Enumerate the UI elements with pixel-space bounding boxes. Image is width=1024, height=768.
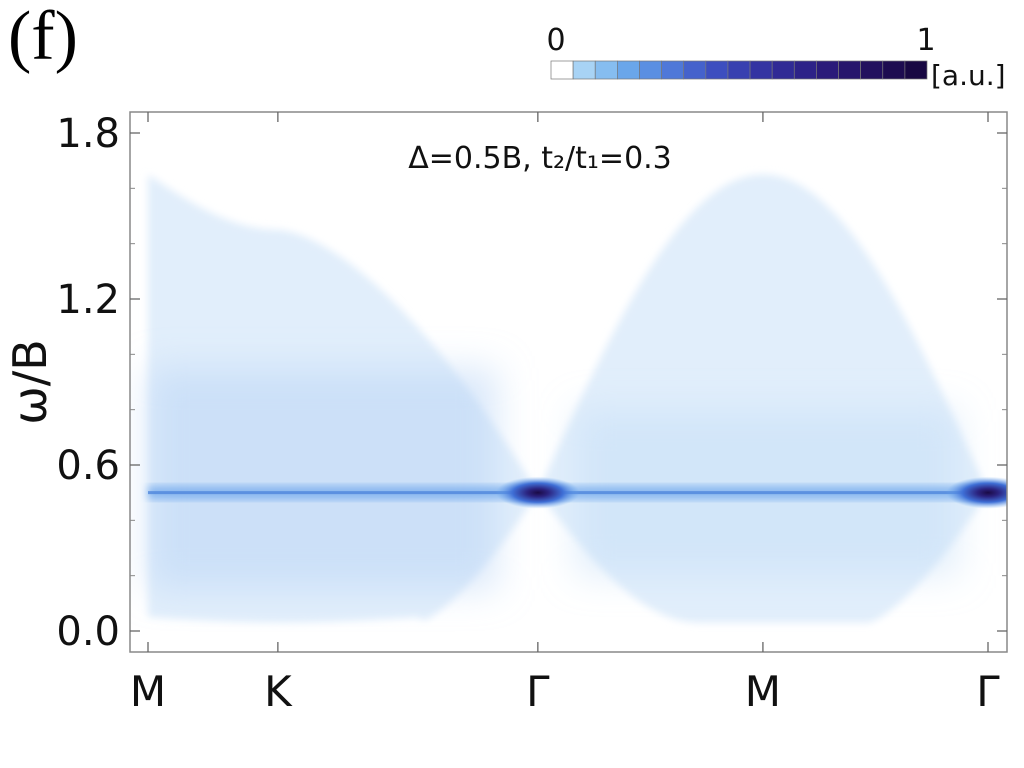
- x-tick-label: Γ: [526, 667, 550, 716]
- intensity-peak: [946, 476, 1007, 509]
- y-axis: 0.0 0.6 1.2 1.8: [56, 111, 1007, 655]
- y-tick-label: 0.6: [56, 443, 120, 489]
- plot-frame: [129, 111, 1008, 653]
- colorbar-swatch: [594, 60, 618, 80]
- intensity-map: [148, 174, 1007, 623]
- colorbar-swatch: [860, 60, 884, 80]
- x-tick-label: Γ: [976, 667, 1000, 716]
- colorbar-swatch: [771, 60, 795, 80]
- colorbar-swatch: [683, 60, 707, 80]
- colorbar-swatch: [793, 60, 817, 80]
- y-axis-label: ω/B: [3, 339, 57, 425]
- colorbar-swatch: [617, 60, 640, 80]
- x-tick-label: K: [264, 667, 293, 716]
- x-tick-label: M: [745, 667, 781, 716]
- colorbar-swatch: [749, 60, 773, 80]
- colorbar-swatch: [882, 60, 906, 80]
- colorbar-unit-label: [a.u.]: [931, 59, 1006, 92]
- chart-annotation: Δ=0.5B, t₂/t₁=0.3: [408, 141, 672, 176]
- colorbar-max-label: 1: [916, 23, 935, 58]
- colorbar-swatch: [550, 60, 574, 80]
- intensity-peak: [495, 476, 580, 509]
- y-tick-label: 0.0: [56, 609, 120, 655]
- colorbar-swatch: [727, 60, 751, 80]
- colorbar-swatch: [705, 60, 729, 80]
- colorbar-swatch: [816, 60, 839, 80]
- x-tick-label: M: [130, 667, 166, 716]
- y-tick-label: 1.2: [56, 277, 120, 323]
- colorbar-min-label: 0: [546, 23, 565, 58]
- colorbar-swatch: [639, 60, 662, 80]
- panel-label: (f): [8, 0, 78, 75]
- y-tick-label: 1.8: [56, 111, 120, 157]
- continuum-dense-region: [148, 368, 497, 590]
- colorbar-swatch: [838, 60, 861, 80]
- colorbar-swatch: [904, 60, 928, 80]
- colorbar: [550, 60, 928, 80]
- colorbar-swatch: [661, 60, 685, 80]
- colorbar-swatch: [572, 60, 596, 80]
